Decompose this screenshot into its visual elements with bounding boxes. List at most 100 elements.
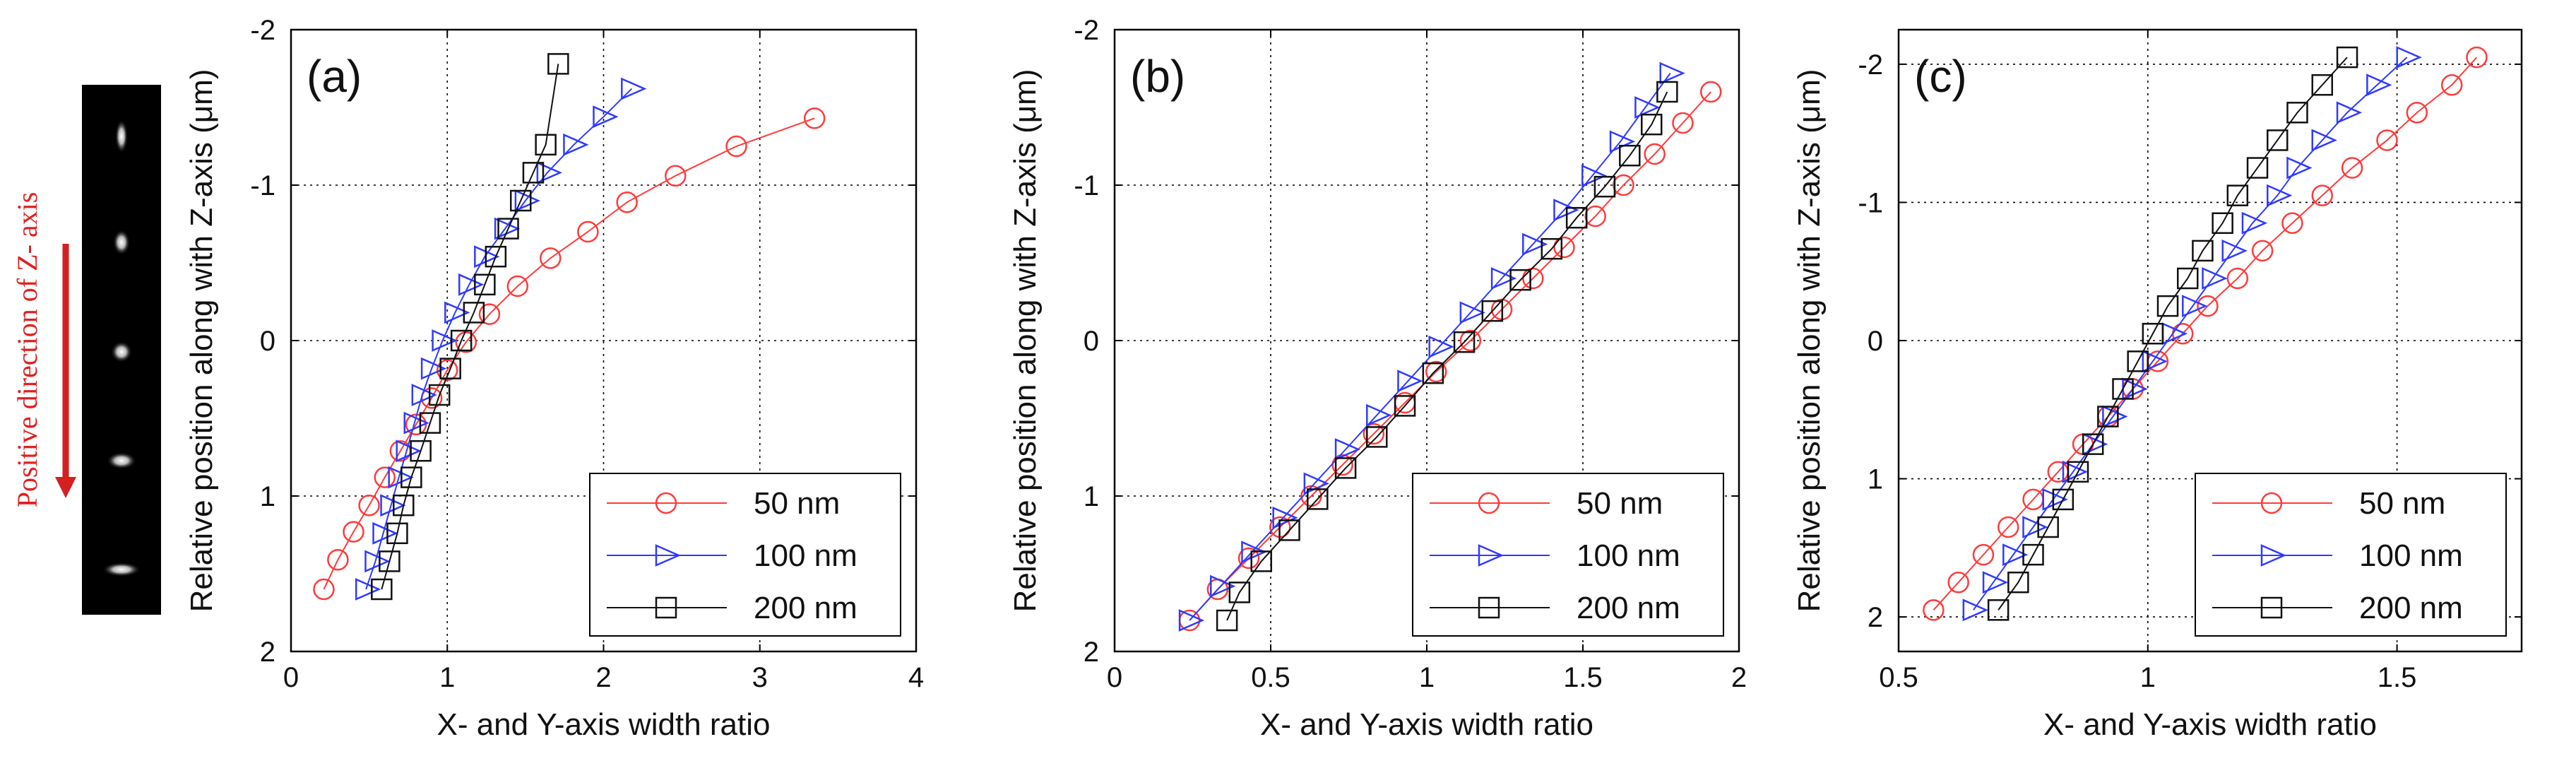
panel-b-data-point xyxy=(1490,267,1517,290)
panel-c-data-point xyxy=(2182,295,2208,318)
panel-b-data-point xyxy=(1656,81,1678,103)
panel-c-data-point xyxy=(1972,543,1995,566)
panel-b-y-tick-label: 2 xyxy=(1084,637,1099,668)
panel-c-data-point xyxy=(2142,350,2168,373)
panel-c: 0.5 1 1.5 -2 -1 0 1 2 X- and Y-axis width ratio R… xyxy=(1792,28,2523,742)
panel-a-legend-marker xyxy=(655,492,677,514)
panel-b-series-200-nm xyxy=(1216,81,1678,632)
z-arrow-head xyxy=(55,477,76,498)
panel-a-data-point xyxy=(403,411,429,435)
panel-a-legend-label: 50 nm xyxy=(754,486,840,521)
panel-a-data-point xyxy=(343,521,364,543)
panel-b-legend-marker xyxy=(1478,596,1500,619)
panel-c-data-point xyxy=(1923,599,1945,621)
panel-c-series-200-nm xyxy=(1987,46,2358,621)
panel-a-data-point xyxy=(437,359,458,382)
panel-a-legend: 50 nm 100 nm 200 nm xyxy=(589,473,901,637)
panel-a-y-tick-label: 1 xyxy=(260,481,275,512)
panel-b-data-point xyxy=(1459,329,1482,352)
panel-c-data-point xyxy=(2082,433,2104,455)
panel-a-data-point xyxy=(497,218,519,240)
panel-c-data-point xyxy=(2142,322,2164,345)
panel-c-data-point xyxy=(2341,157,2363,179)
panel-b-y-axis-label: Relative position along with Z-axis (μm) xyxy=(1008,69,1043,613)
psf-spot-3 xyxy=(111,341,132,362)
panel-c-data-point xyxy=(2067,461,2089,483)
panel-c-data-point xyxy=(2197,295,2219,317)
panel-a-x-tick-label: 3 xyxy=(752,662,768,693)
panel-a-data-point xyxy=(355,578,381,601)
panel-b-data-point xyxy=(1228,582,1251,603)
panel-a-data-point xyxy=(420,357,447,380)
panel-c-data-point xyxy=(2007,571,2029,594)
panel-c-data-point xyxy=(2281,212,2303,235)
panel-a-data-point xyxy=(372,521,398,545)
panel-a-data-point xyxy=(327,548,349,571)
panel-b-data-point xyxy=(1553,199,1579,222)
panel-b-data-point xyxy=(1241,541,1267,564)
panel-a-x-tick-label: 2 xyxy=(595,662,611,693)
panel-a-data-point xyxy=(374,466,396,488)
panel-a-data-point xyxy=(313,578,335,601)
panel-b-data-point xyxy=(1366,426,1388,448)
panel-b-data-point xyxy=(1584,205,1606,228)
panel-b-legend-label: 200 nm xyxy=(1577,591,1680,625)
panel-a-data-point xyxy=(577,220,599,243)
panel-a-data-point xyxy=(450,329,473,352)
panel-a-y-tick-label: 2 xyxy=(260,637,275,668)
panel-c-data-point xyxy=(2212,212,2233,235)
panel-c-data-point xyxy=(2192,240,2214,262)
panel-c-data-point xyxy=(2176,267,2199,290)
psf-spot-5 xyxy=(102,562,141,577)
psf-spot-1 xyxy=(115,119,128,153)
panel-c-data-point xyxy=(1947,571,1969,594)
panel-b-legend: 50 nm 100 nm 200 nm xyxy=(1412,473,1724,637)
panel-a-axes-frame xyxy=(290,28,918,653)
panel-b-data-point xyxy=(1425,360,1447,383)
panel-b-data-point xyxy=(1331,454,1353,476)
panel-b-data-point xyxy=(1278,519,1300,541)
panel-b-y-tick-label: -1 xyxy=(1074,170,1099,201)
panel-b-data-point xyxy=(1553,236,1575,259)
panel-c-data-point xyxy=(2226,267,2249,290)
panel-c-data-point xyxy=(2002,543,2029,567)
panel-a-data-point xyxy=(410,439,432,462)
panel-c-data-point xyxy=(2202,267,2228,290)
panel-a-data-point xyxy=(474,273,496,296)
panel-c-data-point xyxy=(2267,184,2293,207)
panel-b-data-point xyxy=(1509,269,1531,291)
panel-a-data-point xyxy=(458,273,485,296)
panel-a-data-point xyxy=(665,165,687,187)
panel-c-data-point xyxy=(2406,102,2428,124)
panel-a-data-point xyxy=(593,105,619,129)
panel-b-x-tick-label: 1.5 xyxy=(1563,662,1603,693)
panel-a-y-axis-label: Relative position along with Z-axis (μm) xyxy=(184,69,219,613)
panel-b-data-point xyxy=(1634,96,1661,119)
panel-a-data-point xyxy=(411,384,437,406)
panel-a-data-point xyxy=(405,413,427,436)
panel-a-data-point xyxy=(485,245,507,268)
panel-b-data-point xyxy=(1428,335,1454,358)
panel-a-x-tick-label: 4 xyxy=(908,662,924,693)
panel-c-data-point xyxy=(2062,460,2089,483)
psf-inset xyxy=(82,85,161,615)
panel-b-data-point xyxy=(1334,457,1357,479)
panel-c-y-tick-label: -2 xyxy=(1858,49,1883,81)
panel-c-data-point xyxy=(1997,516,2019,538)
panel-b-x-tick-label: 1 xyxy=(1419,662,1435,693)
panel-c-data-point xyxy=(2286,102,2308,124)
panel-b-data-point xyxy=(1210,574,1236,598)
panel-c-data-point xyxy=(2336,101,2363,124)
panel-b-data-point xyxy=(1178,609,1205,632)
panel-c-data-point xyxy=(1987,599,2010,621)
panel-b-data-point xyxy=(1659,61,1685,85)
panel-a-data-point xyxy=(547,53,569,75)
panel-c-data-point xyxy=(2226,184,2249,206)
panel-b-data-point xyxy=(1581,164,1608,187)
panel-a-data-point xyxy=(463,302,485,324)
panel-b-data-point xyxy=(1453,331,1476,353)
panel-c-data-point xyxy=(2267,129,2289,151)
panel-c-legend-label: 50 nm xyxy=(2359,486,2445,521)
panel-c-data-point xyxy=(2366,73,2392,97)
panel-b-label: (b) xyxy=(1130,51,1185,102)
